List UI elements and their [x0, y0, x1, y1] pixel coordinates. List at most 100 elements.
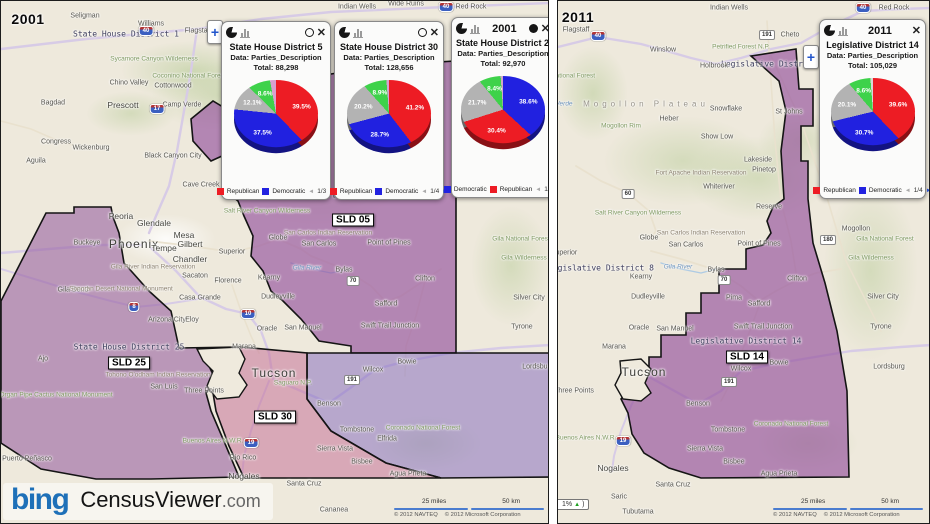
zoom-in-button[interactable]: +: [803, 45, 819, 69]
pie-face[interactable]: [830, 78, 915, 146]
pie-chart[interactable]: 39.5% 37.5% 12.1% 8.6%: [226, 74, 326, 186]
close-icon[interactable]: ✕: [911, 24, 921, 37]
legend-label: Democratic: [272, 188, 306, 195]
pie-slice-label: 41.2%: [405, 104, 425, 112]
scale-segment: [773, 508, 847, 510]
pie-slice-label: 28.7%: [370, 131, 389, 139]
legend-page-indicator: 1/3: [317, 188, 327, 195]
pie-face[interactable]: [347, 80, 431, 148]
map-panel-2011[interactable]: 2011 Indian Wells Red Rock Flagstaff Winslow…: [557, 0, 930, 524]
legend-swatch: [489, 186, 497, 193]
popup-title: State House District 5: [229, 42, 323, 52]
popup-header: 2011 ✕: [824, 23, 921, 38]
legend-swatch: [443, 186, 451, 193]
record-circle-icon[interactable]: [417, 28, 427, 37]
scale-miles: 25 miles: [801, 498, 826, 505]
pie-slice-label: 38.6%: [519, 98, 538, 106]
copyright-microsoft: © 2012 Microsoft Corporation: [823, 512, 900, 518]
popup-data-line: Data: Parties_Description: [230, 53, 322, 62]
growth-suffix: ): [582, 501, 585, 508]
district-popup-shd25[interactable]: 2001 ✕ State House District 25 Data: Par…: [443, 17, 549, 198]
pie-chart-icon[interactable]: [456, 23, 467, 34]
pie-chart[interactable]: 38.6% 30.4% 21.7% 8.4%: [456, 70, 548, 184]
map-scale: 25 miles 50 km © 2012 NAVTEQ © 2012 Micr…: [773, 498, 923, 518]
district-shape-sld14[interactable]: [620, 48, 850, 479]
legend-swatch: [329, 188, 337, 195]
pie-slice-label: 30.7%: [855, 129, 874, 137]
legend-label: Democratic: [385, 188, 419, 195]
pie-slice-label: 8.6%: [856, 87, 872, 95]
popup-header: ✕: [339, 25, 439, 40]
popup-total-line: Total: 128,656: [364, 63, 414, 72]
attribution-bar: bing CensusViewer.com: [3, 483, 273, 520]
legend-swatch: [375, 188, 383, 195]
pie-slice-label: 20.2%: [354, 103, 373, 111]
district-marker-sld30[interactable]: SLD 30: [254, 410, 296, 424]
growth-badge: 1% ▲ ): [558, 499, 590, 510]
legend-prev-page-icon[interactable]: ◄: [535, 186, 542, 193]
district-marker-sld05[interactable]: SLD 05: [332, 213, 374, 227]
district-marker-sld14[interactable]: SLD 14: [726, 350, 768, 364]
pie-face[interactable]: [234, 80, 318, 148]
legend-prev-page-icon[interactable]: ◄: [308, 188, 315, 195]
legend-swatch: [262, 188, 270, 195]
district-marker-sld25[interactable]: SLD 25: [108, 356, 150, 370]
legend-swatch: [216, 188, 224, 195]
popup-data-line: Data: Parties_Description: [457, 49, 549, 58]
popup-header: ✕: [226, 25, 326, 40]
up-arrow-icon: ▲: [574, 501, 581, 508]
legend-label: Democratic: [868, 187, 902, 194]
tucson-enclave: [195, 346, 248, 400]
pie-chart-icon[interactable]: [824, 25, 835, 36]
legend-label: Democratic: [453, 186, 487, 193]
pie-chart-icon[interactable]: [226, 27, 237, 38]
close-icon[interactable]: ✕: [429, 26, 439, 39]
scale-segment: [394, 508, 468, 510]
bar-chart-icon[interactable]: [240, 27, 250, 38]
legend-label: Republican: [499, 186, 533, 193]
pie-slice-label: 37.5%: [253, 129, 272, 137]
map-panel-2001[interactable]: 2001 Seligman Williams Flagstaff State House…: [0, 0, 549, 524]
pie-chart-icon[interactable]: [339, 27, 350, 38]
popup-title: State House District 30: [339, 42, 439, 52]
district-popup-ld14[interactable]: 2011 ✕ Legislative District 14 Data: Par…: [813, 19, 929, 199]
record-dot-icon[interactable]: [528, 24, 538, 33]
scale-km: 50 km: [881, 498, 899, 505]
pie-slice-label: 8.9%: [372, 89, 388, 97]
pie-chart[interactable]: 39.6% 30.7% 20.1% 8.6%: [824, 72, 921, 185]
legend-prev-page-icon[interactable]: ◄: [904, 187, 911, 194]
legend-page-indicator: 1/4: [913, 187, 923, 194]
legend-page-indicator: 1/4: [544, 186, 548, 193]
legend-label: Republican: [226, 188, 260, 195]
copyright-navteq: © 2012 NAVTEQ: [394, 512, 438, 518]
popup-data-line: Data: Parties_Description: [343, 53, 435, 62]
bar-chart-icon[interactable]: [353, 27, 363, 38]
close-icon[interactable]: ✕: [316, 26, 326, 39]
close-icon[interactable]: ✕: [541, 23, 548, 34]
legend-label: Republican: [339, 188, 373, 195]
bar-chart-icon[interactable]: [470, 23, 480, 34]
growth-value: 1%: [562, 501, 573, 508]
popup-total-line: Total: 105,029: [847, 61, 898, 70]
district-popup-shd30[interactable]: ✕ State House District 30 Data: Parties_…: [329, 21, 448, 200]
district-popup-shd5[interactable]: ✕ State House District 5 Data: Parties_D…: [216, 21, 335, 200]
pie-slice-label: 21.7%: [468, 99, 487, 107]
pie-chart[interactable]: 41.2% 28.7% 20.2% 8.9%: [339, 74, 439, 186]
legend-prev-page-icon[interactable]: ◄: [421, 188, 428, 195]
tucson-enclave: [614, 358, 652, 402]
bing-logo: bing: [11, 483, 70, 516]
pie-slice-label: 39.6%: [888, 101, 908, 109]
pie-slice-label: 39.5%: [292, 103, 311, 111]
bar-chart-icon[interactable]: [838, 25, 848, 36]
scale-miles: 25 miles: [422, 498, 447, 505]
pie-slice-label: 8.6%: [257, 90, 273, 98]
legend-next-page-icon[interactable]: ►: [926, 188, 929, 194]
popup-title: Legislative District 14: [826, 40, 919, 50]
scale-km: 50 km: [502, 498, 520, 505]
record-circle-icon[interactable]: [304, 28, 314, 37]
censusviewer-logo: CensusViewer.com: [80, 487, 261, 512]
